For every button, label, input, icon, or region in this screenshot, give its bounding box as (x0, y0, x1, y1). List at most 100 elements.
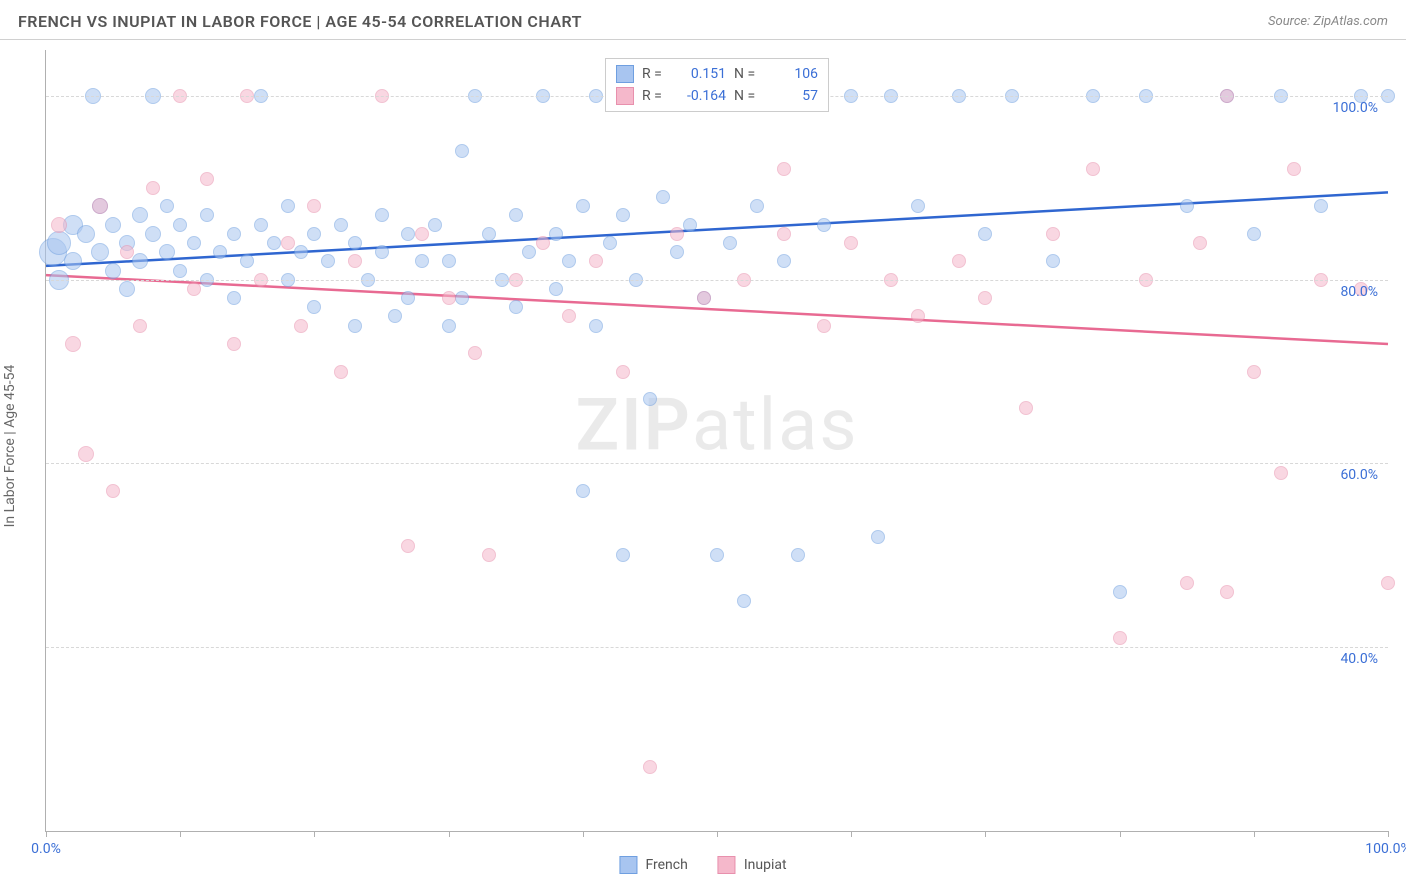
data-point (227, 337, 241, 351)
data-point (817, 319, 831, 333)
data-point (603, 236, 617, 250)
data-point (1247, 365, 1261, 379)
legend-n-label: N = (734, 88, 762, 104)
data-point (442, 291, 456, 305)
x-tick (314, 831, 315, 837)
data-point (817, 218, 831, 232)
data-point (294, 245, 308, 259)
data-point (415, 227, 429, 241)
x-tick (583, 831, 584, 837)
data-point (911, 199, 925, 213)
data-point (65, 336, 81, 352)
data-point (307, 300, 321, 314)
scatter-points (46, 50, 1388, 831)
data-point (1220, 585, 1234, 599)
data-point (871, 530, 885, 544)
legend-row: R =0.151N =106 (616, 63, 818, 85)
y-tick-label: 80.0% (1340, 284, 1378, 300)
legend-row: R =-0.164N =57 (616, 85, 818, 107)
data-point (589, 319, 603, 333)
data-point (1046, 254, 1060, 268)
data-point (616, 208, 630, 222)
data-point (576, 199, 590, 213)
data-point (978, 291, 992, 305)
data-point (145, 226, 161, 242)
data-point (200, 172, 214, 186)
data-point (227, 227, 241, 241)
data-point (240, 254, 254, 268)
legend-label: Inupiat (744, 857, 787, 873)
data-point (670, 245, 684, 259)
data-point (911, 309, 925, 323)
data-point (562, 309, 576, 323)
data-point (307, 199, 321, 213)
data-point (616, 365, 630, 379)
x-tick (46, 831, 47, 837)
series-legend: FrenchInupiat (619, 856, 786, 874)
data-point (1019, 401, 1033, 415)
legend-swatch (718, 856, 736, 874)
data-point (1113, 585, 1127, 599)
legend-r-value: -0.164 (678, 88, 726, 104)
data-point (1381, 576, 1395, 590)
data-point (576, 484, 590, 498)
data-point (78, 446, 94, 462)
data-point (509, 300, 523, 314)
data-point (348, 319, 362, 333)
legend-r-label: R = (642, 66, 670, 82)
chart-header: FRENCH VS INUPIAT IN LABOR FORCE | AGE 4… (0, 0, 1406, 40)
data-point (105, 263, 121, 279)
data-point (307, 227, 321, 241)
correlation-legend: R =0.151N =106R =-0.164N =57 (605, 58, 829, 112)
data-point (401, 291, 415, 305)
legend-r-label: R = (642, 88, 670, 104)
x-tick-label: 100.0% (1365, 841, 1406, 857)
data-point (105, 217, 121, 233)
data-point (589, 254, 603, 268)
x-tick (449, 831, 450, 837)
y-tick-label: 60.0% (1340, 467, 1378, 483)
data-point (388, 309, 402, 323)
data-point (1180, 576, 1194, 590)
data-point (334, 365, 348, 379)
data-point (710, 548, 724, 562)
data-point (160, 199, 174, 213)
data-point (401, 227, 415, 241)
data-point (173, 218, 187, 232)
data-point (549, 227, 563, 241)
data-point (643, 760, 657, 774)
data-point (697, 291, 711, 305)
data-point (375, 208, 389, 222)
data-point (1180, 199, 1194, 213)
data-point (227, 291, 241, 305)
data-point (509, 208, 523, 222)
data-point (1314, 199, 1328, 213)
data-point (670, 227, 684, 241)
x-tick (851, 831, 852, 837)
data-point (1113, 631, 1127, 645)
data-point (375, 245, 389, 259)
data-point (683, 218, 697, 232)
data-point (64, 252, 82, 270)
data-point (536, 236, 550, 250)
data-point (777, 254, 791, 268)
data-point (737, 594, 751, 608)
data-point (1247, 227, 1261, 241)
data-point (415, 254, 429, 268)
data-point (1086, 162, 1100, 176)
y-tick-label: 100.0% (1333, 100, 1378, 116)
data-point (522, 245, 536, 259)
data-point (482, 227, 496, 241)
data-point (120, 245, 134, 259)
data-point (132, 207, 148, 223)
x-tick-label: 0.0% (31, 841, 61, 857)
chart-title: FRENCH VS INUPIAT IN LABOR FORCE | AGE 4… (18, 12, 582, 31)
data-point (91, 243, 109, 261)
gridline (46, 280, 1388, 281)
data-point (978, 227, 992, 241)
data-point (294, 319, 308, 333)
data-point (1193, 236, 1207, 250)
data-point (348, 236, 362, 250)
data-point (401, 539, 415, 553)
source-attribution: Source: ZipAtlas.com (1268, 14, 1388, 29)
